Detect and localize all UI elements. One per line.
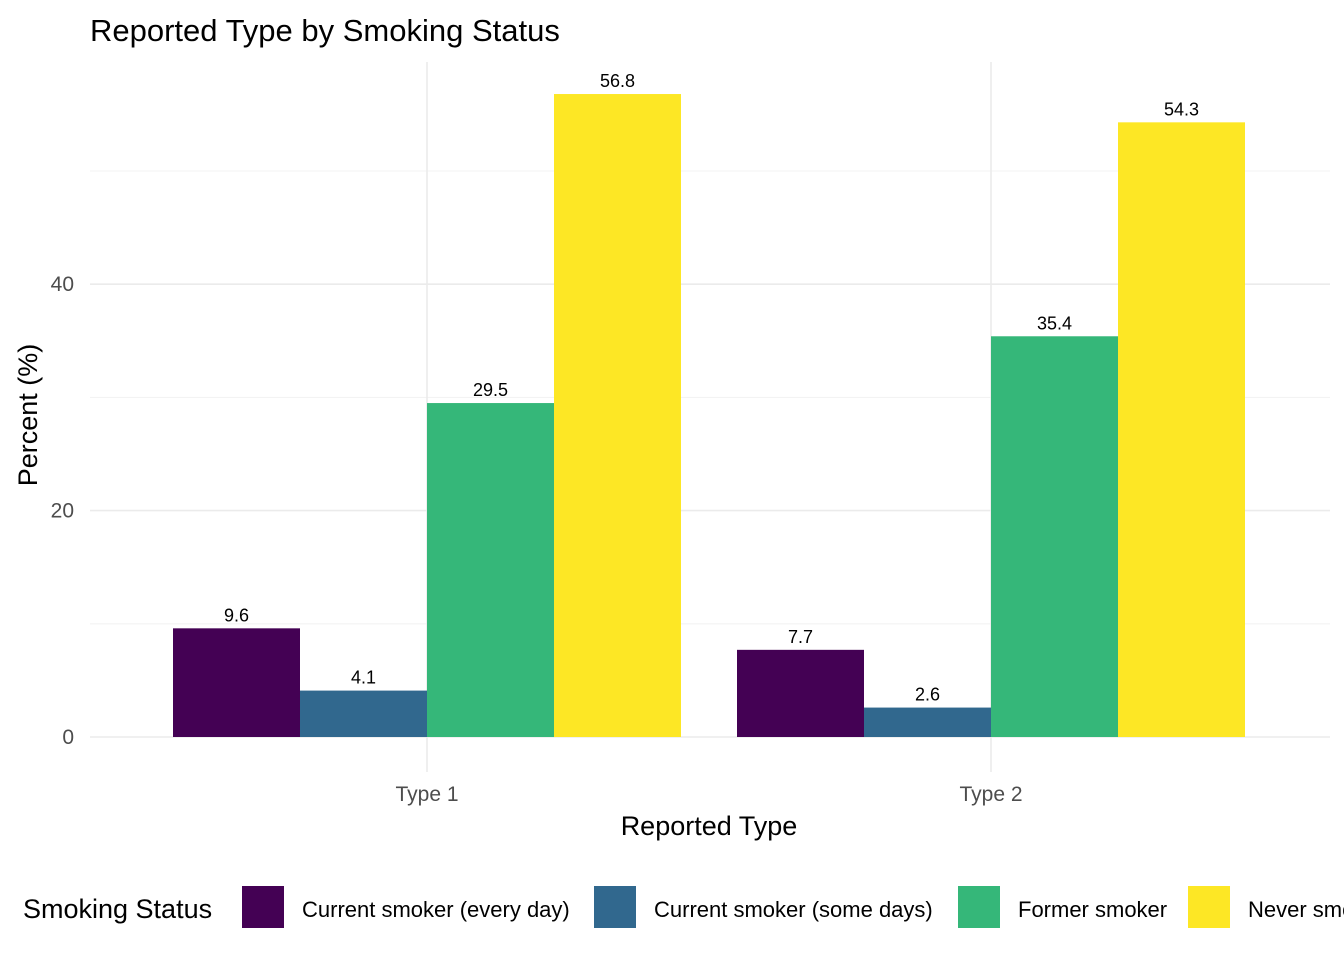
legend-key: [958, 886, 1000, 928]
data-label: 2.6: [915, 685, 940, 705]
data-label: 35.4: [1037, 313, 1072, 333]
data-labels: 9.6 7.7 4.1 2.6 29.5 35.4 56.8 54.3: [224, 71, 1199, 705]
legend-key: [1188, 886, 1230, 928]
x-tick-label: Type 2: [959, 783, 1022, 806]
bar: [427, 403, 554, 737]
bar: [300, 690, 427, 737]
y-axis-ticks: 0 20 40: [51, 273, 74, 749]
legend: Smoking Status Current smoker (every day…: [23, 886, 1344, 928]
bars: [173, 94, 1245, 738]
legend-label: Current smoker (some days): [654, 897, 933, 922]
x-tick-label: Type 1: [395, 783, 458, 806]
data-label: 9.6: [224, 605, 249, 625]
x-axis-title: Reported Type: [621, 811, 798, 841]
y-tick-label: 20: [51, 500, 74, 523]
legend-key: [242, 886, 284, 928]
legend-label: Former smoker: [1018, 897, 1167, 922]
y-axis-title: Percent (%): [13, 344, 43, 487]
x-axis-ticks: Type 1 Type 2: [395, 783, 1022, 806]
data-label: 4.1: [351, 668, 376, 688]
bar: [554, 94, 681, 738]
legend-key: [594, 886, 636, 928]
legend-label: Current smoker (every day): [302, 897, 570, 922]
bar: [1118, 122, 1245, 738]
data-label: 7.7: [788, 627, 813, 647]
chart-title: Reported Type by Smoking Status: [90, 13, 560, 48]
bar: [737, 649, 864, 737]
bar: [991, 336, 1118, 737]
legend-title: Smoking Status: [23, 894, 212, 924]
data-label: 29.5: [473, 380, 508, 400]
y-tick-label: 40: [51, 273, 74, 296]
bar: [864, 707, 991, 737]
data-label: 56.8: [600, 71, 635, 91]
legend-label: Never smoker: [1248, 897, 1344, 922]
data-label: 54.3: [1164, 99, 1199, 119]
y-tick-label: 0: [62, 726, 74, 749]
bar: [173, 628, 300, 737]
